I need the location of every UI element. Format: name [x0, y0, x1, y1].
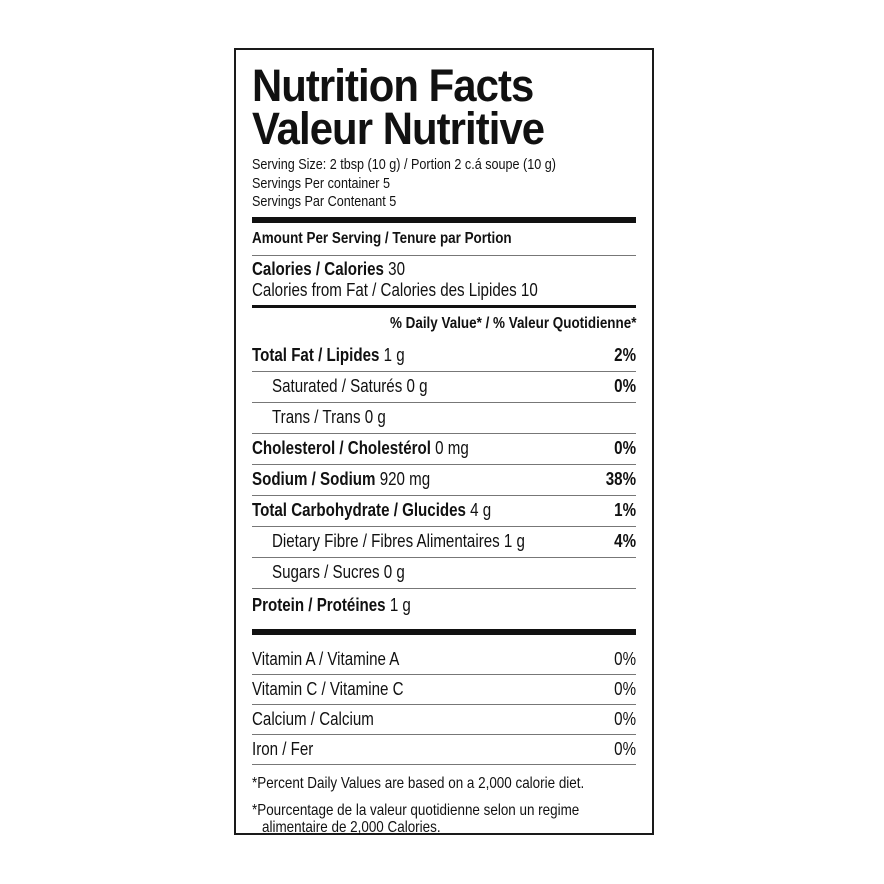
- divider: [252, 733, 636, 735]
- vitamin-label: Iron / Fer: [252, 738, 314, 759]
- nutrient-amount: 4 g: [470, 500, 492, 520]
- divider-thick: [252, 216, 636, 223]
- nutrient-row: Total Carbohydrate / Glucides 4 g 1%: [252, 496, 636, 526]
- divider: [252, 525, 636, 527]
- nutrient-dv: 4%: [614, 531, 636, 551]
- servings-en: Servings Per container 5: [252, 174, 390, 192]
- divider: [252, 763, 636, 765]
- vitamin-row: Calcium / Calcium 0%: [252, 705, 636, 734]
- nutrient-row: Dietary Fibre / Fibres Alimentaires 1 g 4…: [252, 527, 636, 557]
- vitamin-dv: 0%: [614, 738, 636, 759]
- divider: [252, 673, 636, 675]
- title-fr: Valeur Nutritive: [252, 103, 545, 154]
- divider: [252, 254, 636, 256]
- vitamin-dv: 0%: [614, 678, 636, 699]
- nutrient-label: Sodium / Sodium: [252, 469, 376, 489]
- divider-thick: [252, 628, 636, 635]
- nutrient-amount: 1 g: [383, 345, 405, 365]
- vitamin-label: Calcium / Calcium: [252, 708, 374, 729]
- nutrient-dv: 0%: [614, 438, 636, 458]
- divider: [252, 587, 636, 589]
- vitamin-row: Vitamin A / Vitamine A 0%: [252, 645, 636, 674]
- nutrient-amount: 1 g: [503, 531, 525, 551]
- nutrient-row: Total Fat / Lipides 1 g 2%: [252, 341, 636, 371]
- vitamin-label: Vitamin A / Vitamine A: [252, 648, 400, 669]
- nutrient-row: Sodium / Sodium 920 mg 38%: [252, 465, 636, 495]
- nutrition-facts-label: Nutrition Facts Valeur Nutritive Serving…: [234, 48, 654, 836]
- divider: [252, 556, 636, 558]
- nutrient-amount: 1 g: [389, 595, 411, 615]
- divider: [252, 463, 636, 465]
- nutrient-amount: 0 g: [364, 407, 386, 427]
- nutrient-amount: 0 g: [383, 562, 405, 582]
- label-title: Nutrition Facts Valeur Nutritive: [252, 60, 636, 154]
- divider: [252, 401, 636, 403]
- title-en: Nutrition Facts: [252, 60, 534, 111]
- nutrient-label: Sugars / Sucres: [272, 562, 380, 582]
- nutrient-label: Protein / Protéines: [252, 595, 386, 615]
- vitamin-dv: 0%: [614, 708, 636, 729]
- calories-value: 30: [388, 258, 405, 279]
- nutrient-label: Cholesterol / Cholestérol: [252, 438, 431, 458]
- vitamin-row: Vitamin C / Vitamine C 0%: [252, 675, 636, 704]
- nutrient-row: Saturated / Saturés 0 g 0%: [252, 372, 636, 402]
- nutrient-row: Cholesterol / Cholestérol 0 mg 0%: [252, 434, 636, 464]
- nutrient-dv: 1%: [614, 500, 636, 520]
- nutrient-row: Protein / Protéines 1 g: [252, 589, 636, 623]
- nutrient-amount: 0 g: [406, 376, 428, 396]
- footnote-fr-1: *Pourcentage de la valeur quotidienne se…: [252, 801, 580, 819]
- calories-label: Calories / Calories: [252, 258, 384, 279]
- divider: [252, 370, 636, 372]
- footnote-en: *Percent Daily Values are based on a 2,0…: [252, 774, 585, 792]
- vitamin-row: Iron / Fer 0%: [252, 735, 636, 764]
- amount-header: Amount Per Serving / Tenure par Portion: [252, 229, 512, 247]
- nutrient-label: Total Fat / Lipides: [252, 345, 380, 365]
- calories-from-fat: Calories from Fat / Calories des Lipides…: [252, 279, 538, 300]
- nutrient-amount: 920 mg: [379, 469, 431, 489]
- servings-fr: Servings Par Contenant 5: [252, 193, 397, 210]
- nutrient-label: Dietary Fibre / Fibres Alimentaires: [272, 531, 500, 551]
- divider-medium: [252, 304, 636, 308]
- nutrient-dv: 0%: [614, 376, 636, 396]
- serving-size: Serving Size: 2 tbsp (10 g) / Portion 2 …: [252, 156, 556, 173]
- vitamin-dv: 0%: [614, 648, 636, 669]
- nutrient-dv: 2%: [614, 345, 636, 365]
- divider: [252, 703, 636, 705]
- nutrient-label: Saturated / Saturés: [272, 376, 403, 396]
- nutrient-amount: 0 mg: [435, 438, 469, 458]
- footnote-fr-2: alimentaire de 2,000 Calories.: [262, 818, 441, 836]
- divider: [252, 494, 636, 496]
- divider: [252, 432, 636, 434]
- nutrient-label: Total Carbohydrate / Glucides: [252, 500, 466, 520]
- vitamin-label: Vitamin C / Vitamine C: [252, 678, 404, 699]
- nutrient-row: Trans / Trans 0 g: [252, 403, 636, 433]
- nutrient-dv: 38%: [605, 469, 636, 489]
- dv-header: % Daily Value* / % Valeur Quotidienne*: [389, 315, 636, 332]
- nutrient-label: Trans / Trans: [272, 407, 361, 427]
- nutrient-row: Sugars / Sucres 0 g: [252, 558, 636, 588]
